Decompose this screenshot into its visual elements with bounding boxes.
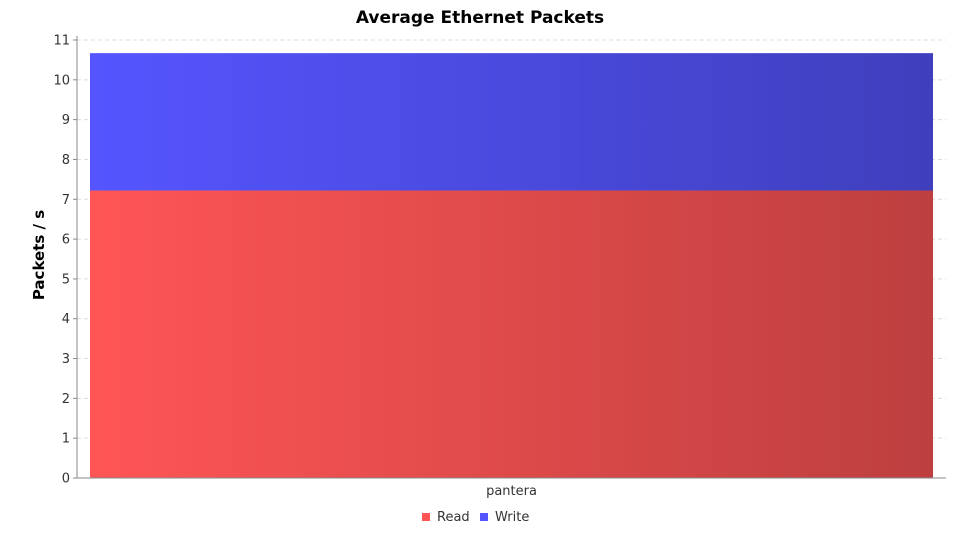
y-tick-label: 7 xyxy=(62,193,70,208)
y-tick-label: 10 xyxy=(53,73,70,88)
bar-read-pantera xyxy=(90,190,933,478)
y-tick-label: 8 xyxy=(62,153,70,168)
legend-label: Read xyxy=(437,510,470,525)
legend-item-write: Write xyxy=(480,510,529,525)
x-category-label: pantera xyxy=(486,484,537,499)
y-tick-label: 4 xyxy=(62,312,70,327)
legend-label: Write xyxy=(495,510,529,525)
bars xyxy=(90,53,933,478)
y-tick-label: 1 xyxy=(62,432,70,447)
y-tick-label: 0 xyxy=(62,472,70,487)
y-tick-label: 5 xyxy=(62,272,70,287)
axes: 0 1 2 3 4 5 6 7 8 9 10 11 pantera xyxy=(53,34,946,499)
y-tick-label: 11 xyxy=(53,34,70,49)
legend-swatch xyxy=(480,513,488,521)
y-tick-label: 2 xyxy=(62,392,70,407)
y-axis-label: Packets / s xyxy=(30,210,48,300)
legend-swatch xyxy=(422,513,430,521)
y-tick-label: 6 xyxy=(62,233,70,248)
legend-item-read: Read xyxy=(422,510,470,525)
chart-title: Average Ethernet Packets xyxy=(356,8,604,28)
legend: Read Write xyxy=(422,510,529,525)
bar-write-pantera xyxy=(90,53,933,191)
y-tick-label: 9 xyxy=(62,113,70,128)
y-tick-label: 3 xyxy=(62,352,70,367)
